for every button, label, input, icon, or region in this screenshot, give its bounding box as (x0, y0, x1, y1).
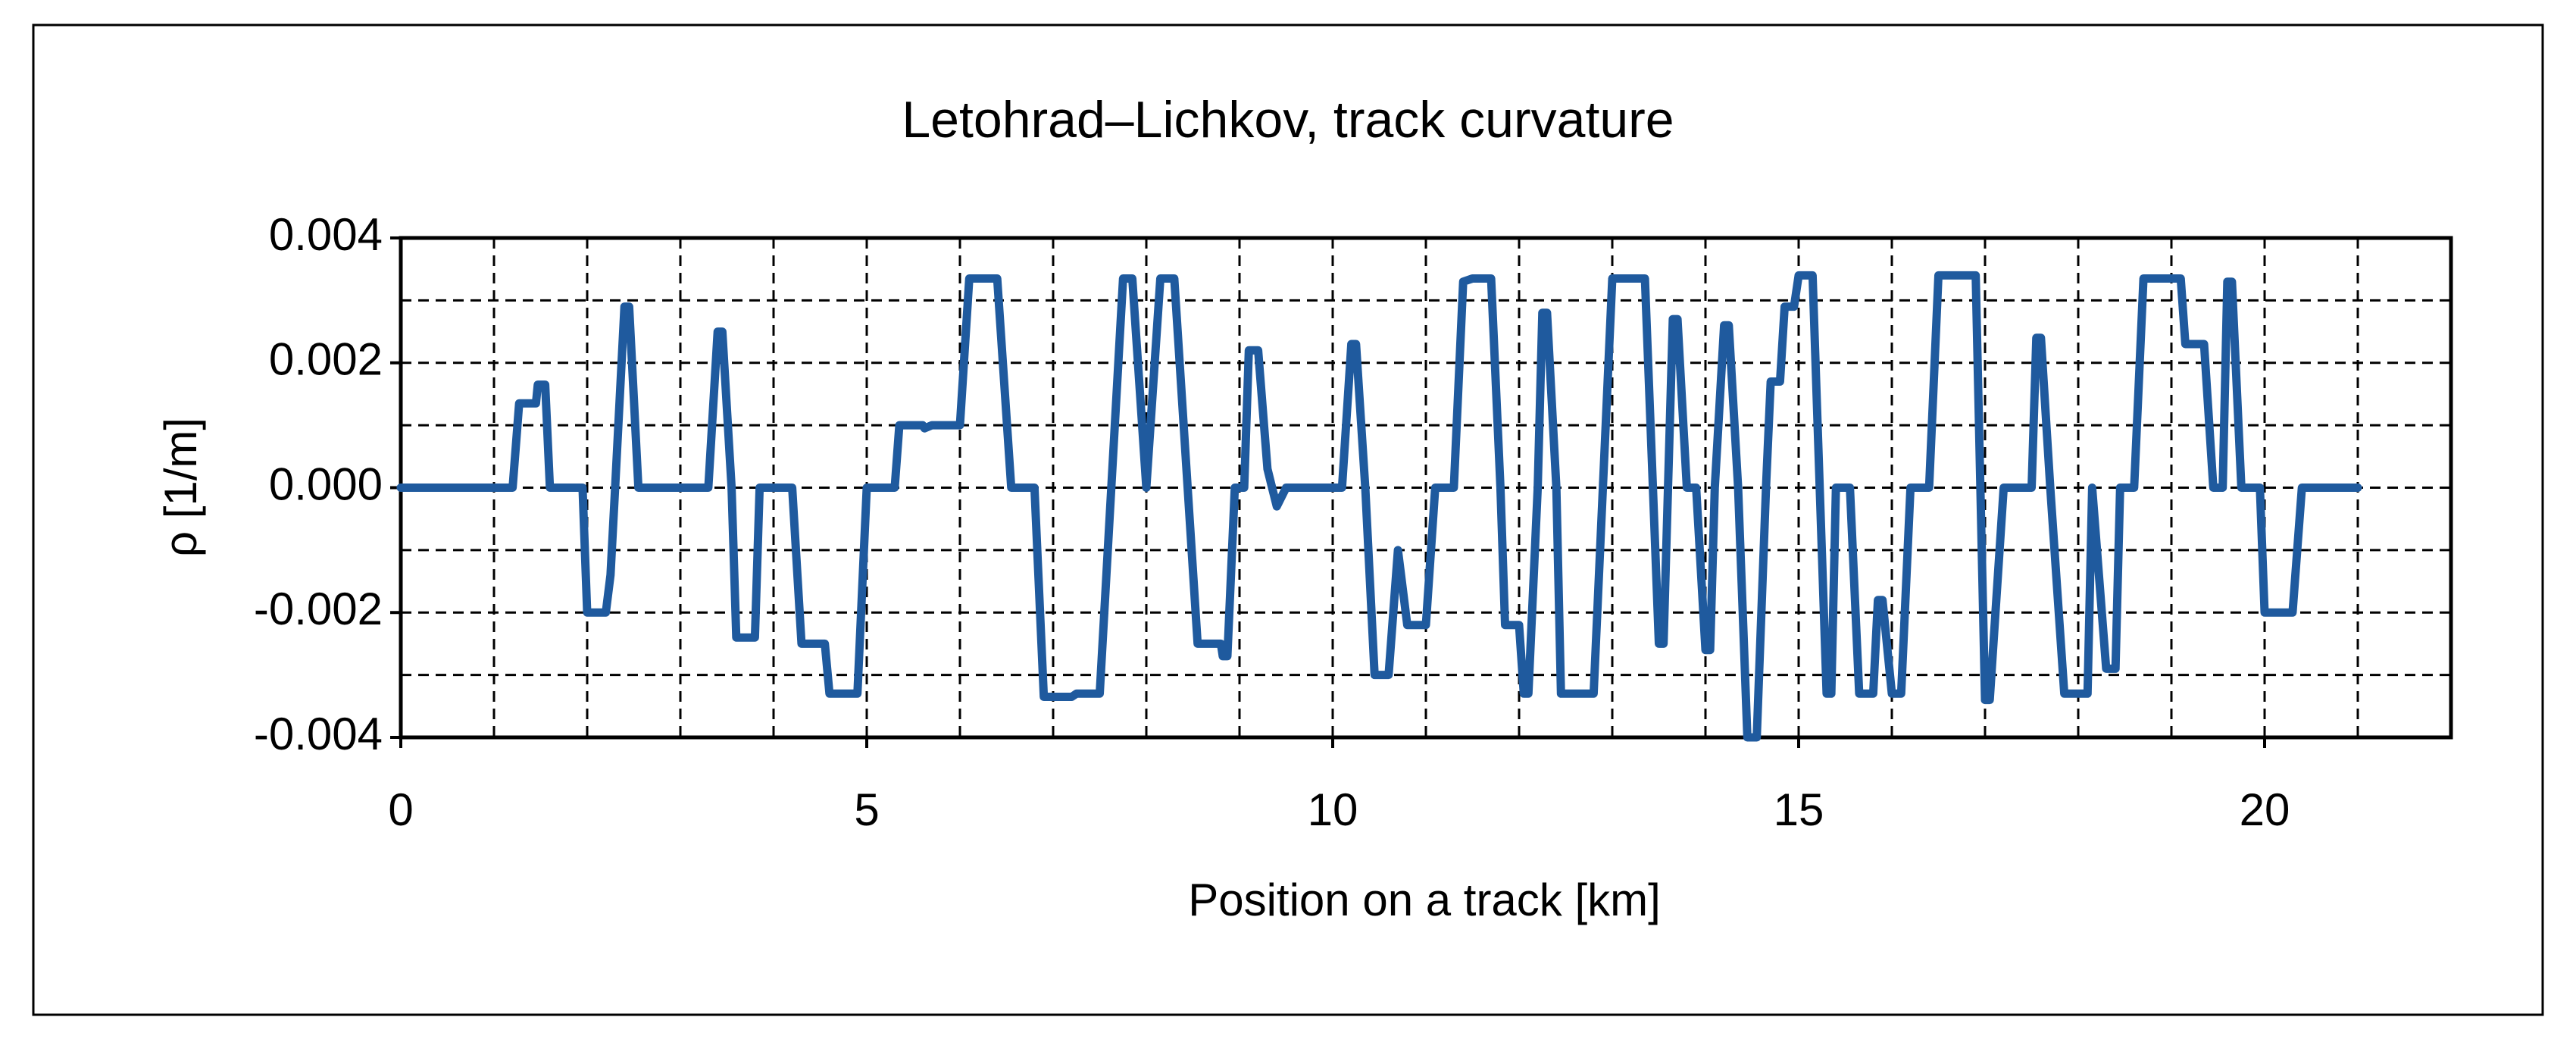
y-tick-label: -0.002 (254, 584, 383, 634)
x-tick-label: 10 (1308, 784, 1358, 835)
curvature-line (396, 271, 2362, 742)
y-tick-label: 0.000 (269, 458, 383, 509)
chart-title: Letohrad–Lichkov, track curvature (902, 91, 1674, 149)
x-tick-label: 5 (854, 784, 879, 835)
x-axis-label: Position on a track [km] (1188, 875, 1661, 925)
x-tick-label: 20 (2240, 784, 2290, 835)
y-tick-label: 0.004 (269, 209, 383, 260)
y-tick-label: 0.002 (269, 334, 383, 385)
x-tick-label: 15 (1774, 784, 1824, 835)
y-tick-label: -0.004 (254, 709, 383, 759)
y-axis-label: ρ [1/m] (155, 418, 206, 557)
chart-border (32, 23, 2544, 1016)
x-tick-label: 0 (388, 784, 413, 835)
